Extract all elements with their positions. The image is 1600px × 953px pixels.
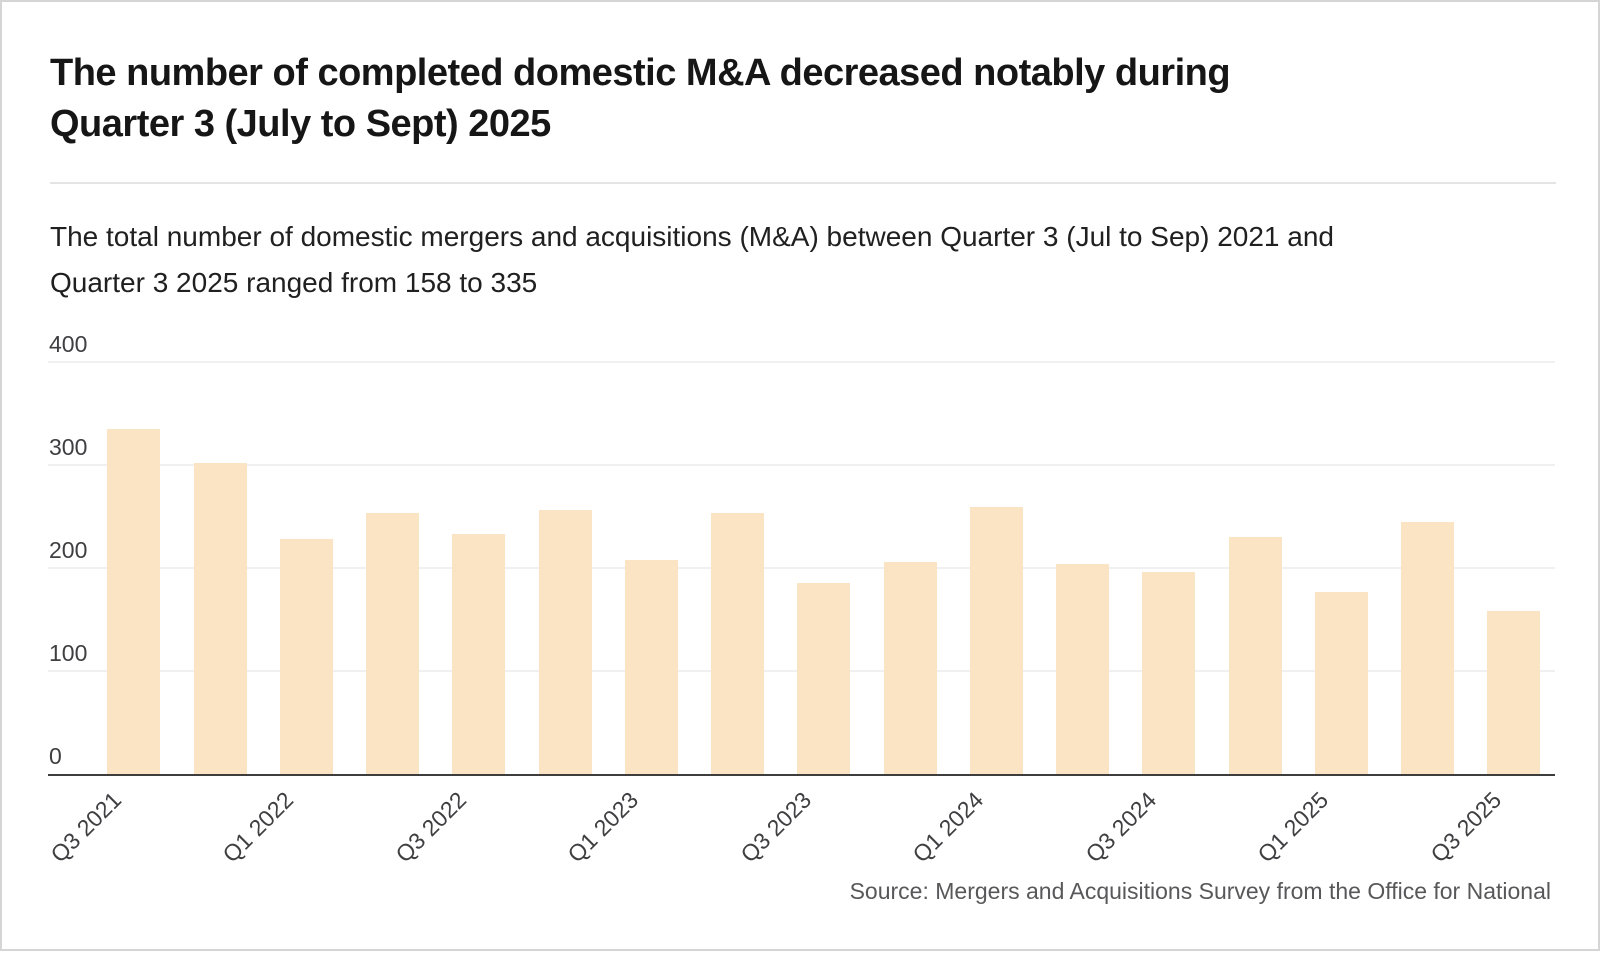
bar-q2-2022 [366,513,419,774]
bar-q4-2023 [883,561,937,774]
x-tick-label-q1-2023: Q1 2023 [562,786,644,868]
bar-q1-2022 [279,539,333,774]
bar-q3-2021 [107,428,161,774]
title-divider [50,182,1556,184]
bar-q2-2023 [711,513,764,774]
x-tick-label-q3-2023: Q3 2023 [734,786,816,868]
x-tick-label-q1-2022: Q1 2022 [217,786,299,868]
x-tick-label-q3-2024: Q3 2024 [1079,786,1161,868]
x-tick-label-q3-2025: Q3 2025 [1424,786,1506,868]
gridline-300 [48,464,1555,466]
bar-q1-2025 [1314,591,1368,774]
bar-chart-plot: 0 100 200 300 400 [48,333,1555,776]
bar-q3-2025 [1487,611,1541,774]
chart-title: The number of completed domestic M&A dec… [50,52,1231,145]
bar-q2-2025 [1401,521,1454,774]
gridline-200 [48,567,1555,569]
bar-q4-2024 [1228,537,1282,774]
chart-subtitle: The total number of domestic mergers and… [50,221,1334,298]
y-tick-label-100: 100 [49,640,88,666]
bar-q4-2022 [538,510,592,774]
bar-q3-2023 [797,583,851,774]
x-tick-label-q1-2025: Q1 2025 [1252,786,1334,868]
x-tick-label-q1-2024: Q1 2024 [907,786,989,868]
bar-q3-2024 [1142,572,1196,774]
y-tick-label-0: 0 [49,743,62,769]
bar-q3-2022 [452,534,506,774]
y-tick-label-300: 300 [49,434,88,460]
bar-q1-2023 [624,559,678,774]
source-note: Source: Mergers and Acquisitions Survey … [849,878,1551,904]
gridline-400 [48,361,1555,363]
bar-q2-2024 [1056,563,1109,774]
x-tick-label-q3-2021: Q3 2021 [44,786,126,868]
y-tick-label-400: 400 [49,331,88,357]
x-tick-label-q3-2022: Q3 2022 [389,786,471,868]
bar-q1-2024 [969,507,1023,774]
y-tick-label-200: 200 [49,537,88,563]
bar-q4-2021 [193,462,247,774]
